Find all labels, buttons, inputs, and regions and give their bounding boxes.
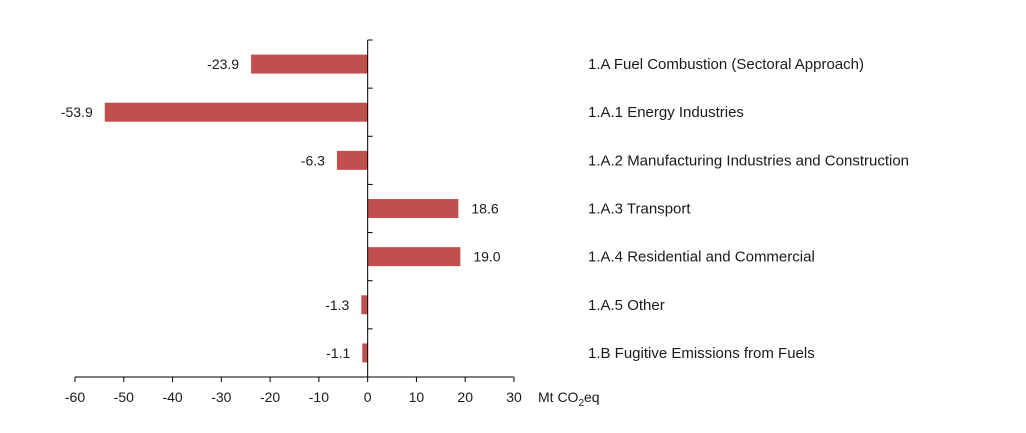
- bar: [367, 199, 459, 218]
- category-labels-group: 1.A Fuel Combustion (Sectoral Approach) 1…: [588, 56, 909, 362]
- category-label: 1.A Fuel Combustion (Sectoral Approach): [588, 56, 864, 73]
- x-tick-label: 10: [409, 389, 425, 405]
- x-tick-label: -50: [114, 389, 134, 405]
- x-tick-label: -60: [65, 389, 85, 405]
- category-label: 1.A.5 Other: [588, 297, 665, 314]
- bar: [362, 343, 368, 363]
- category-label: 1.A.3 Transport: [588, 201, 691, 218]
- unit-prefix: Mt CO: [538, 389, 579, 405]
- x-tick-label: 0: [364, 389, 372, 405]
- bar: [251, 54, 368, 74]
- value-label: -6.3: [301, 152, 325, 168]
- x-tick-label: -10: [309, 389, 329, 405]
- bars-group: [104, 54, 461, 363]
- x-tick-label: 30: [506, 389, 522, 405]
- x-tick-labels-group: -60 -50 -40 -30 -20 -10 0 10 20 30: [65, 389, 522, 405]
- unit-subscript: 2: [578, 398, 584, 409]
- category-label: 1.B Fugitive Emissions from Fuels: [588, 345, 815, 362]
- category-label: 1.A.2 Manufacturing Industries and Const…: [588, 152, 909, 169]
- value-label: -1.1: [326, 345, 350, 361]
- x-axis-unit-label: Mt CO2eq: [538, 389, 600, 409]
- axes-group: [74, 39, 515, 382]
- value-label: -1.3: [325, 297, 349, 313]
- x-tick-label: -30: [211, 389, 231, 405]
- x-tick-label: -40: [162, 389, 182, 405]
- bar: [367, 247, 461, 267]
- x-tick-label: 20: [457, 389, 473, 405]
- bar: [104, 102, 368, 122]
- value-label: -53.9: [61, 104, 93, 120]
- category-label: 1.A.4 Residential and Commercial: [588, 249, 815, 266]
- bar: [336, 150, 368, 170]
- bar: [361, 295, 368, 315]
- value-labels-group: -23.9 -53.9 -6.3 18.6 19.0 -1.3 -1.1: [61, 56, 501, 361]
- unit-suffix: eq: [584, 389, 600, 405]
- value-label: -23.9: [207, 56, 239, 72]
- value-label: 19.0: [473, 249, 500, 265]
- category-label: 1.A.1 Energy Industries: [588, 104, 744, 121]
- value-label: 18.6: [471, 201, 498, 217]
- x-tick-label: -20: [260, 389, 280, 405]
